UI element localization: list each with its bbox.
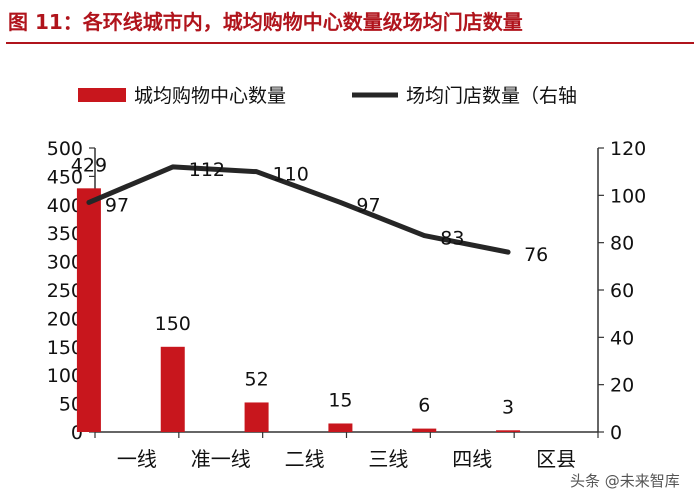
category-label: 四线 — [452, 447, 492, 471]
category-label: 三线 — [368, 447, 408, 471]
bars — [76, 188, 521, 432]
line-value-label: 97 — [105, 194, 129, 216]
left-tick-label: 100 — [47, 365, 83, 387]
right-tick-label: 120 — [610, 138, 646, 160]
line-value-label: 110 — [273, 164, 309, 186]
bar-value-label: 6 — [418, 395, 430, 417]
bar — [328, 423, 353, 432]
bar-value-label: 15 — [328, 389, 352, 411]
line-value-label: 97 — [356, 194, 380, 216]
bar-value-label: 3 — [502, 396, 514, 418]
left-tick-label: 500 — [47, 138, 83, 160]
bar-value-label: 52 — [244, 368, 268, 390]
line-value-label: 76 — [524, 244, 548, 266]
legend-bar-swatch — [78, 88, 126, 102]
bar-value-label: 429 — [71, 154, 107, 176]
line-series — [86, 164, 511, 255]
bar-value-label: 150 — [155, 313, 191, 335]
right-tick-label: 80 — [610, 233, 634, 255]
legend: 城均购物中心数量 场均门店数量（右轴 — [78, 85, 577, 107]
line-value-label: 112 — [189, 159, 225, 181]
line-path — [86, 164, 511, 255]
left-tick-label: 150 — [47, 337, 83, 359]
bar — [412, 428, 437, 432]
legend-bar-label: 城均购物中心数量 — [134, 85, 286, 107]
data-labels: 429 150 52 15 6 3 97 112 110 97 83 76 — [71, 154, 548, 418]
category-label: 一线 — [117, 447, 157, 471]
legend-line-label: 场均门店数量（右轴 — [406, 85, 577, 107]
category-label: 二线 — [285, 447, 325, 471]
bar — [76, 188, 101, 432]
right-tick-label: 0 — [610, 422, 622, 444]
right-tick-label: 100 — [610, 185, 646, 207]
title-divider — [6, 42, 694, 44]
category-label: 区县 — [536, 447, 576, 471]
right-tick-label: 20 — [610, 375, 634, 397]
right-tick-label: 40 — [610, 327, 634, 349]
left-tick-label: 250 — [47, 280, 83, 302]
left-tick-label: 450 — [47, 166, 83, 188]
left-tick-label: 300 — [47, 252, 83, 274]
watermark: 头条 @未来智库 — [570, 472, 680, 490]
bar — [244, 402, 269, 432]
axes: 0501001502002503003504004505000204060801… — [47, 138, 647, 471]
bar — [160, 346, 185, 432]
category-label: 准一线 — [191, 447, 251, 471]
right-tick-label: 60 — [610, 280, 634, 302]
bar — [496, 430, 521, 432]
left-tick-label: 350 — [47, 223, 83, 245]
left-tick-label: 200 — [47, 308, 83, 330]
left-tick-label: 400 — [47, 195, 83, 217]
figure-title: 图 11：各环线城市内，城均购物中心数量级场均门店数量 — [8, 10, 523, 34]
line-value-label: 83 — [440, 228, 464, 250]
